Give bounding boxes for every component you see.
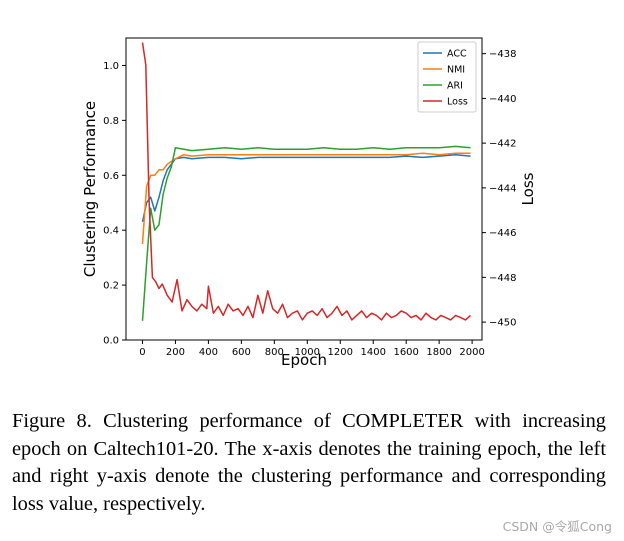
right-y-tick-label: −442 bbox=[489, 139, 516, 150]
left-y-axis-ticks: 0.0 0.2 0.4 0.6 0.8 1.0 bbox=[103, 61, 126, 347]
x-axis-label: Epoch bbox=[281, 351, 327, 369]
series-line-ari bbox=[141, 145, 471, 321]
x-tick-label: 0 bbox=[139, 347, 145, 358]
x-tick-label: 1400 bbox=[360, 347, 385, 358]
legend-label: Loss bbox=[447, 97, 468, 108]
x-tick-label: 400 bbox=[199, 347, 218, 358]
right-y-axis-label: Loss bbox=[519, 172, 537, 205]
right-y-tick-label: −438 bbox=[489, 49, 516, 60]
x-tick-label: 1200 bbox=[328, 347, 353, 358]
right-y-tick-label: −446 bbox=[489, 228, 516, 239]
x-tick-label: 800 bbox=[265, 347, 284, 358]
left-y-tick-label: 0.8 bbox=[103, 116, 119, 127]
left-y-tick-label: 0.0 bbox=[103, 336, 119, 347]
x-tick-label: 1600 bbox=[393, 347, 418, 358]
left-y-axis-label: Clustering Performance bbox=[81, 101, 99, 277]
legend-label: ACC bbox=[447, 49, 467, 60]
x-tick-label: 1800 bbox=[426, 347, 451, 358]
left-y-tick-label: 0.6 bbox=[103, 171, 119, 182]
left-y-tick-label: 0.4 bbox=[103, 226, 119, 237]
series-line-loss bbox=[141, 42, 472, 321]
right-y-tick-label: −448 bbox=[489, 273, 516, 284]
right-y-tick-label: −444 bbox=[489, 183, 516, 194]
legend-label: ARI bbox=[447, 81, 463, 92]
x-tick-label: 2000 bbox=[459, 347, 484, 358]
left-y-tick-label: 0.2 bbox=[103, 281, 119, 292]
left-y-tick-label: 1.0 bbox=[103, 61, 119, 72]
x-axis-ticks: 0 200 400 600 800 1000 1200 1400 1600 1800 2000 bbox=[139, 340, 485, 358]
series-layer bbox=[141, 42, 472, 321]
right-y-tick-label: −440 bbox=[489, 94, 516, 105]
series-line-acc bbox=[141, 153, 471, 223]
right-y-tick-label: −450 bbox=[489, 318, 516, 329]
x-tick-label: 1000 bbox=[295, 347, 320, 358]
right-y-axis-ticks: −450 −448 −446 −444 −442 −440 −438 bbox=[482, 49, 516, 329]
watermark: CSDN @令狐Cong bbox=[502, 519, 612, 534]
legend-box bbox=[417, 41, 477, 113]
plot-frame bbox=[125, 37, 483, 341]
legend: ACC NMI ARI Loss bbox=[417, 41, 477, 113]
x-tick-label: 600 bbox=[232, 347, 251, 358]
series-line-nmi bbox=[141, 152, 471, 244]
chart: 0 200 400 600 800 1000 1200 1400 1600 1800 2000 0.… bbox=[81, 37, 537, 369]
x-tick-label: 200 bbox=[166, 347, 185, 358]
legend-label: NMI bbox=[447, 65, 465, 76]
figure-caption: Figure 8. Clustering performance of COMP… bbox=[12, 410, 606, 515]
